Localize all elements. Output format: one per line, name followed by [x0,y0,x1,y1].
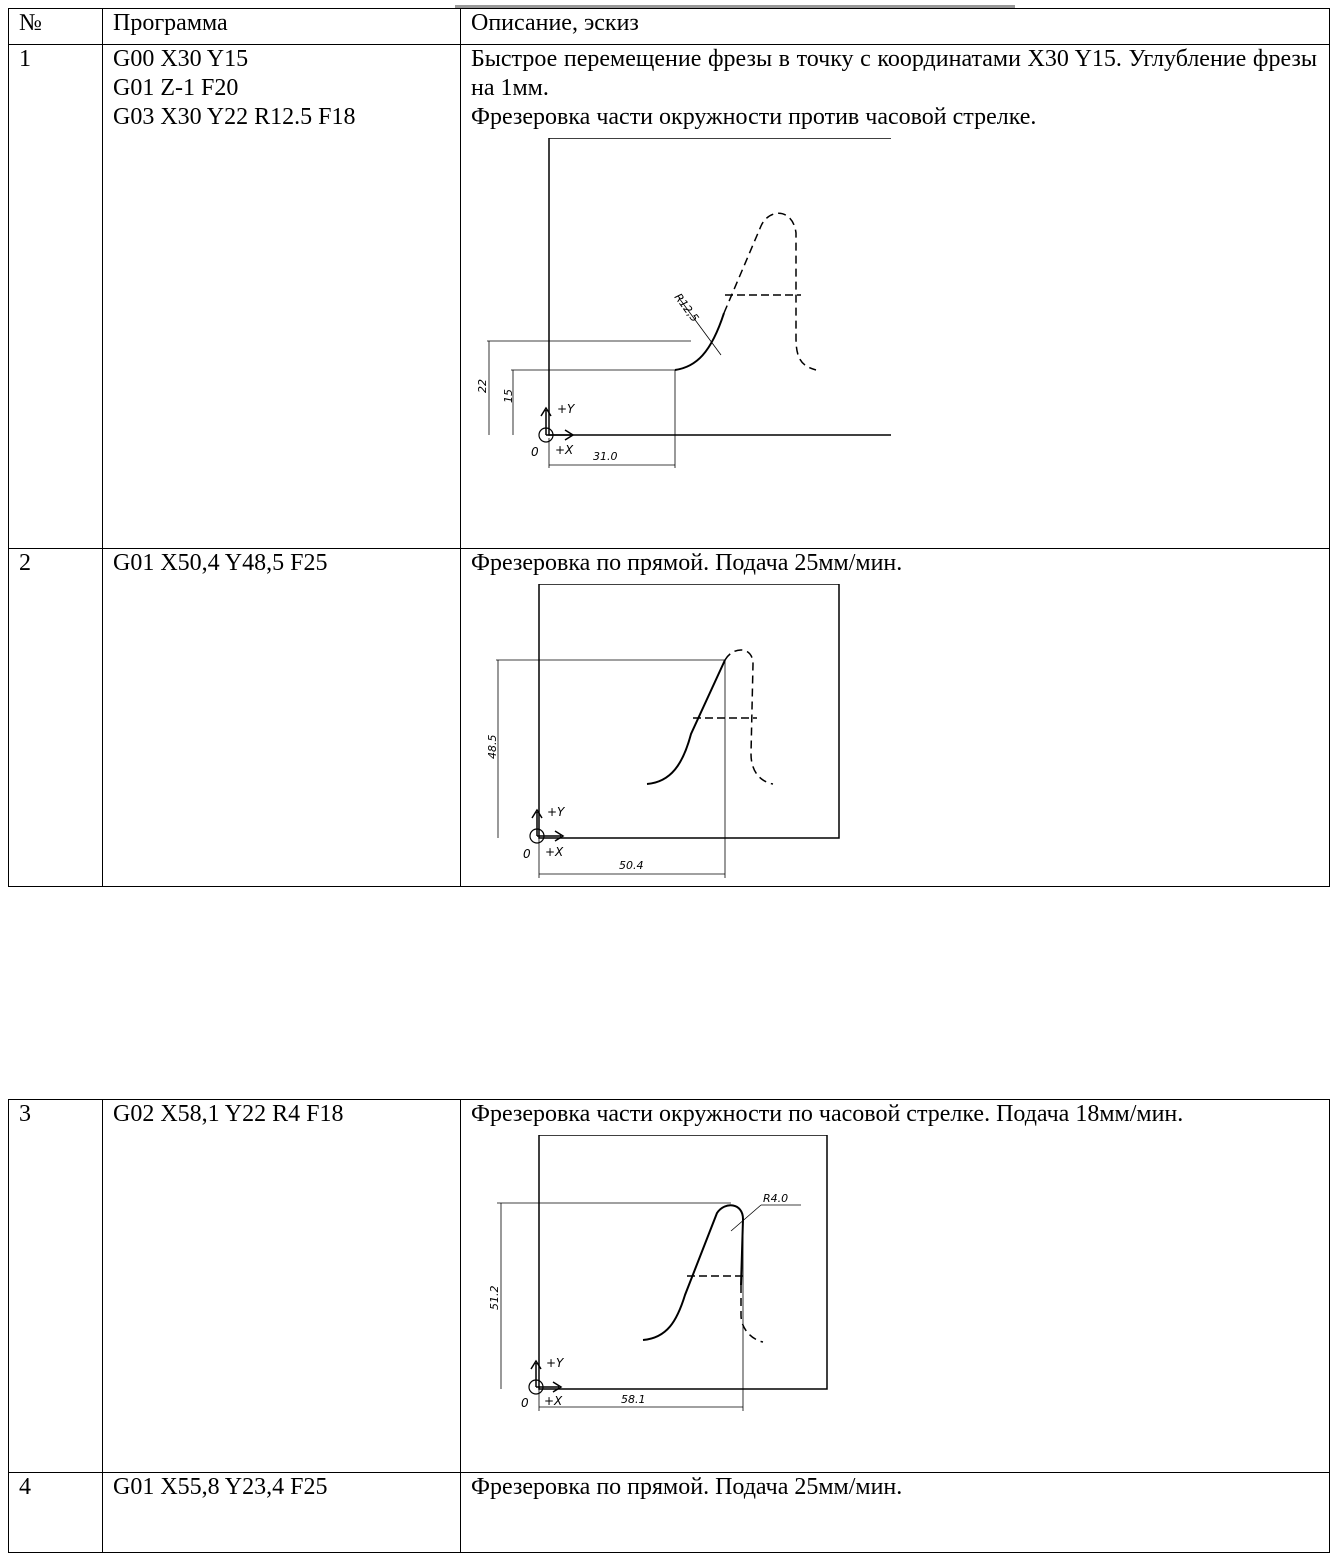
description-text: Фрезеровка по прямой. Подача 25мм/мин. [471,550,903,576]
dim-50-4: 50.4 [619,859,644,872]
axis-x-label: +X [555,443,574,457]
header-row: № Программа Описание, эскиз [8,8,1330,45]
row-program: G02 X58,1 Y22 R4 F18 [102,1099,461,1473]
row-program: G01 X50,4 Y48,5 F25 [102,548,461,887]
program-table-1: № Программа Описание, эскиз 1 G00 X30 Y1… [8,8,1330,887]
row-num: 4 [8,1472,103,1553]
program-line: G03 X30 Y22 R12.5 F18 [113,104,356,130]
sketch-drawing: R4.0 51.2 58.1 +Y +X 0 [488,1135,828,1411]
axis-y-label: +Y [547,805,566,819]
sketch-drawing: R12,5 22 15 31.0 +Y +X 0 [476,138,891,468]
row-num: 2 [8,548,103,887]
header-num: № [8,8,103,45]
axis-x-label: +X [545,845,564,859]
row-description: Фрезеровка по прямой. Подача 25мм/мин. [460,1472,1330,1553]
row-num: 3 [8,1099,103,1473]
header-program: Программа [102,8,461,45]
row-num: 1 [8,44,103,549]
header-description: Описание, эскиз [460,8,1330,45]
table-row: 4 G01 X55,8 Y23,4 F25 Фрезеровка по прям… [8,1472,1330,1553]
table-row: 3 G02 X58,1 Y22 R4 F18 Фрезеровка части … [8,1099,1330,1473]
dim-15: 15 [502,389,515,403]
axis-origin-label: 0 [521,1396,529,1410]
row-description: Фрезеровка части окружности по часовой с… [460,1099,1330,1473]
table-row: 1 G00 X30 Y15 G01 Z-1 F20 G03 X30 Y22 R1… [8,44,1330,549]
program-line: G00 X30 Y15 [113,46,249,72]
description-text: Фрезеровка по прямой. Подача 25мм/мин. [471,1474,903,1500]
axis-y-label: +Y [546,1356,565,1370]
program-table-2: 3 G02 X58,1 Y22 R4 F18 Фрезеровка части … [8,1099,1330,1553]
dim-48-5: 48.5 [486,735,499,760]
dim-51-2: 51.2 [488,1286,501,1311]
row-program: G01 X55,8 Y23,4 F25 [102,1472,461,1553]
dim-31: 31.0 [593,450,618,463]
row-program: G00 X30 Y15 G01 Z-1 F20 G03 X30 Y22 R12.… [102,44,461,549]
row-description: Фрезеровка по прямой. Подача 25мм/мин. 4… [460,548,1330,887]
dim-22: 22 [476,379,489,393]
axis-y-label: +Y [557,402,576,416]
description-text: Быстрое перемещение фрезы в точку с коор… [471,46,1317,101]
axis-origin-label: 0 [531,445,539,459]
description-text: Фрезеровка части окружности по часовой с… [471,1101,1184,1127]
program-line: G01 Z-1 F20 [113,75,239,101]
program-line: G01 X50,4 Y48,5 F25 [113,550,328,576]
dim-58-1: 58.1 [621,1393,646,1406]
axis-x-label: +X [544,1394,563,1408]
cropped-top-text [455,0,1055,8]
program-line: G02 X58,1 Y22 R4 F18 [113,1101,344,1127]
table-row: 2 G01 X50,4 Y48,5 F25 Фрезеровка по прям… [8,548,1330,887]
description-text: Фрезеровка части окружности против часов… [471,104,1037,130]
row-description: Быстрое перемещение фрезы в точку с коор… [460,44,1330,549]
program-line: G01 X55,8 Y23,4 F25 [113,1474,328,1500]
axis-origin-label: 0 [523,847,531,861]
dim-r4: R4.0 [763,1192,788,1205]
sketch-drawing: 48.5 50.4 +Y +X 0 [486,584,840,878]
dim-radius: R12,5 [672,291,702,324]
